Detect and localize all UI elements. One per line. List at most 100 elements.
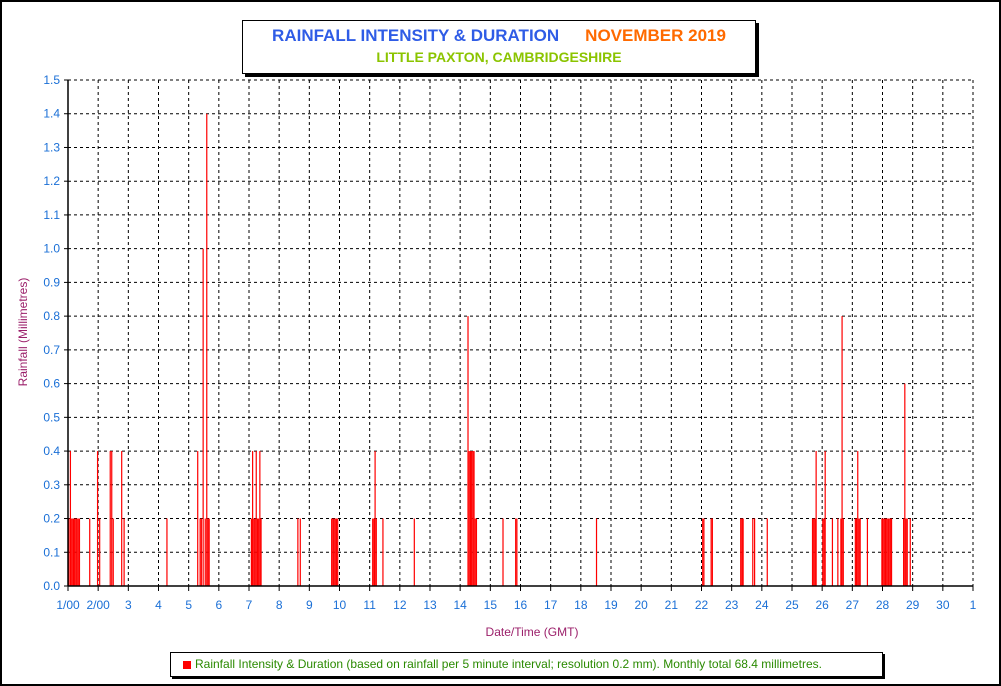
y-tick-label: 0.3 — [43, 478, 60, 492]
y-tick-label: 0.1 — [43, 545, 60, 559]
bar — [111, 451, 113, 586]
bar — [256, 518, 259, 586]
bar — [373, 518, 375, 586]
y-tick-label: 0.4 — [43, 444, 60, 458]
bar — [255, 451, 257, 586]
x-tick-label: 6 — [215, 598, 222, 612]
bar — [840, 518, 842, 586]
x-tick-label: 23 — [725, 598, 739, 612]
bar — [886, 518, 888, 586]
x-tick-label: 1 — [970, 598, 977, 612]
bar — [903, 518, 905, 586]
x-tick-labels: 1/00 2/00 3 4 5 6 7 8 9 10 11 12 13 14 15 16 17 18 19 20 21 2… — [56, 598, 976, 612]
title-line: RAINFALL INTENSITY & DURATION NOVEMBER 20… — [243, 26, 755, 46]
x-tick-label: 2/00 — [86, 598, 110, 612]
x-tick-label: 1/00 — [56, 598, 80, 612]
bar — [99, 518, 101, 586]
bar — [333, 518, 335, 586]
bar — [905, 518, 907, 586]
bar — [208, 518, 210, 586]
bar — [254, 518, 256, 586]
bar — [199, 518, 201, 586]
bar — [70, 518, 72, 586]
bar — [123, 518, 125, 586]
bar — [166, 518, 168, 586]
bar — [475, 518, 478, 586]
x-tick-label: 27 — [846, 598, 860, 612]
bar — [253, 518, 255, 586]
bar — [332, 518, 334, 586]
y-tick-label: 0.7 — [43, 343, 60, 357]
bar — [753, 518, 756, 586]
bar — [841, 316, 843, 586]
bar — [260, 518, 262, 586]
bar — [75, 518, 77, 586]
x-tick-label: 26 — [815, 598, 829, 612]
y-tick-label: 1.1 — [43, 208, 60, 222]
bar — [413, 518, 415, 586]
bar — [121, 451, 123, 586]
bar — [711, 518, 713, 586]
bar — [822, 518, 824, 586]
legend: Rainfall Intensity & Duration (based on … — [170, 652, 883, 677]
bar — [71, 518, 73, 586]
bar — [202, 248, 204, 586]
title-box: RAINFALL INTENSITY & DURATION NOVEMBER 20… — [242, 20, 756, 74]
x-tick-label: 24 — [755, 598, 769, 612]
bar — [881, 518, 883, 586]
bar — [515, 518, 517, 586]
x-tick-label: 3 — [125, 598, 132, 612]
x-tick-label: 18 — [574, 598, 588, 612]
bar — [467, 316, 469, 586]
y-tick-label: 0.0 — [43, 579, 60, 593]
x-tick-label: 12 — [393, 598, 407, 612]
bar — [473, 451, 475, 586]
bar — [740, 518, 742, 586]
y-tick-label: 1.2 — [43, 174, 60, 188]
bar — [250, 518, 253, 586]
bar — [375, 518, 377, 586]
x-tick-label: 5 — [185, 598, 192, 612]
bar — [854, 518, 856, 586]
bar — [766, 518, 768, 586]
bar — [882, 518, 884, 586]
bar — [890, 518, 893, 586]
bar — [906, 518, 908, 586]
bar — [469, 451, 472, 586]
y-tick-label: 0.6 — [43, 377, 60, 391]
bar — [752, 518, 754, 586]
bar — [96, 451, 99, 586]
bar — [904, 383, 906, 586]
bar — [742, 518, 744, 586]
bar — [888, 518, 890, 586]
chart-title: RAINFALL INTENSITY & DURATION — [272, 26, 560, 45]
x-tick-label: 20 — [634, 598, 648, 612]
bar — [331, 518, 333, 586]
x-tick-label: 29 — [906, 598, 920, 612]
x-tick-label: 19 — [604, 598, 618, 612]
bar — [109, 451, 111, 586]
bar — [909, 518, 911, 586]
bar — [200, 518, 202, 586]
bar — [866, 518, 869, 586]
bar — [78, 518, 81, 586]
bar — [842, 518, 844, 586]
bar — [831, 518, 834, 586]
y-tick-label: 0.9 — [43, 275, 60, 289]
bar — [472, 451, 474, 586]
y-axis-title: Rainfall (Millimetres) — [16, 278, 30, 387]
bar — [855, 518, 858, 586]
bar — [372, 518, 374, 586]
x-tick-label: 28 — [876, 598, 890, 612]
bar — [297, 518, 299, 586]
x-tick-label: 25 — [785, 598, 799, 612]
bar — [206, 113, 208, 586]
x-tick-label: 8 — [276, 598, 283, 612]
bar — [858, 518, 860, 586]
bar — [337, 518, 339, 586]
bar — [884, 518, 887, 586]
bar-series — [68, 113, 911, 586]
bar — [72, 518, 75, 586]
bar — [702, 518, 704, 586]
x-tick-label: 4 — [155, 598, 162, 612]
